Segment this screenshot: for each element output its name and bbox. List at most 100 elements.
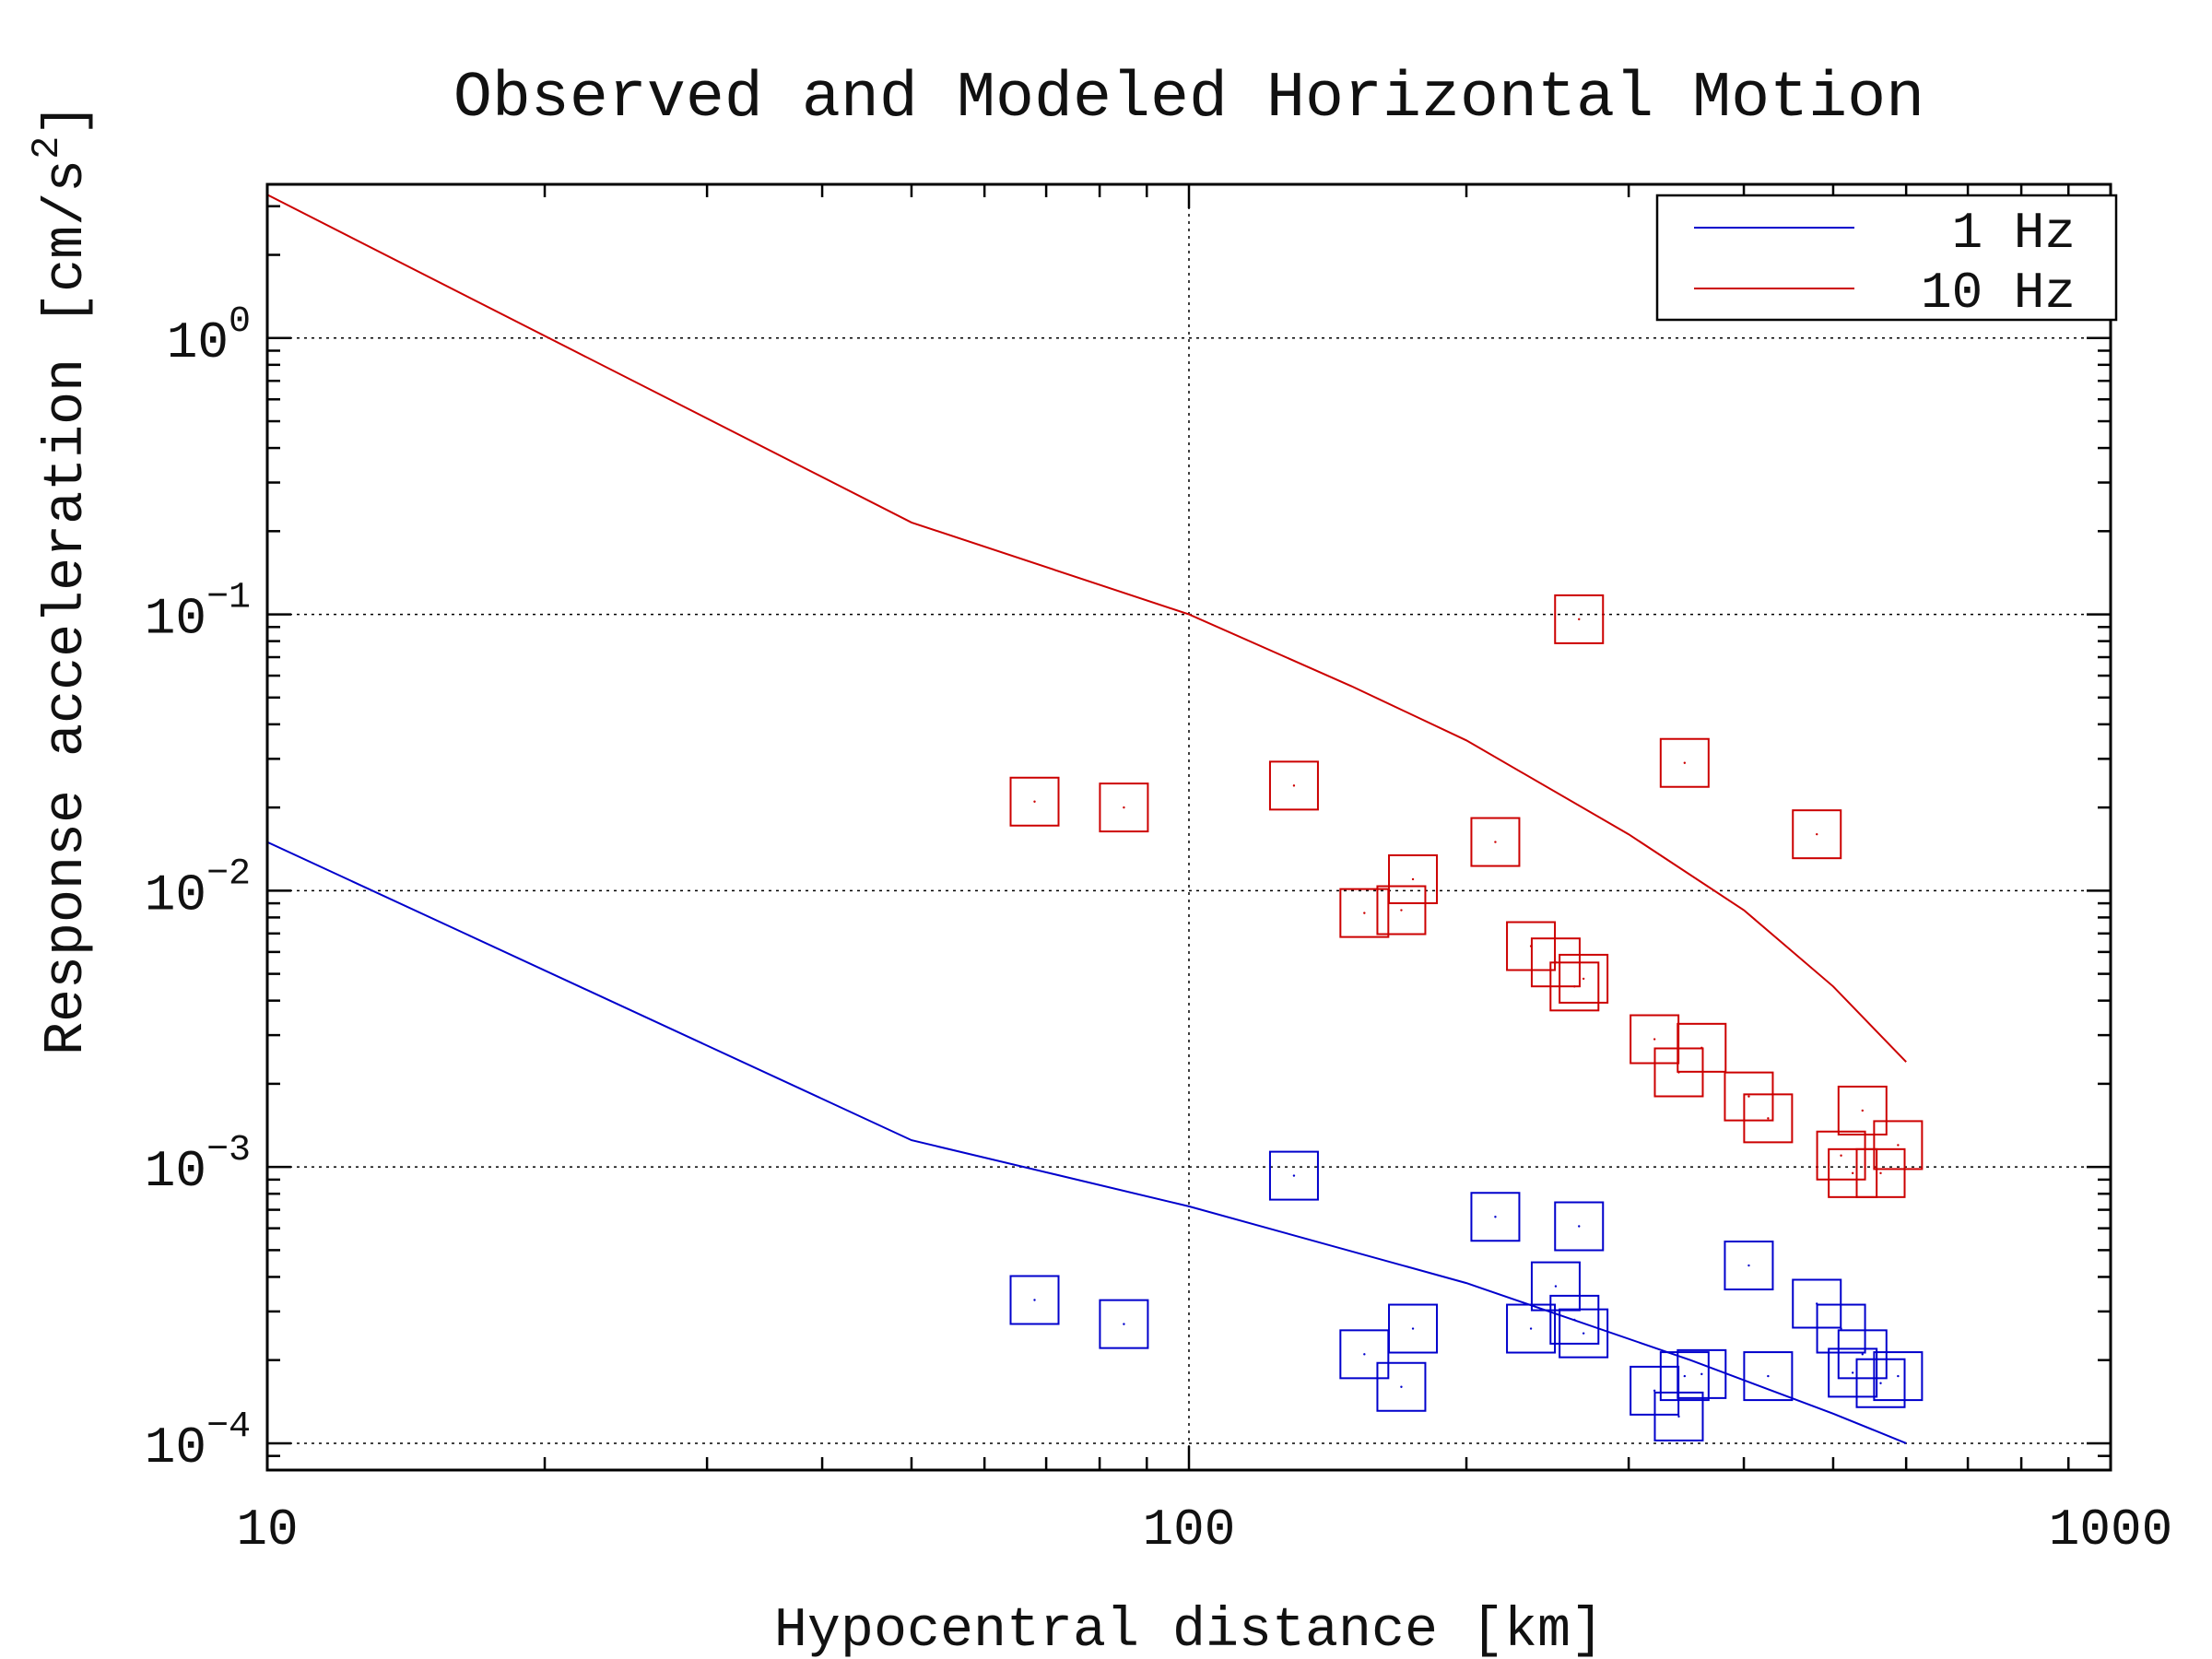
data-point-marker [1554, 594, 1605, 644]
data-point-center [1767, 1117, 1770, 1120]
data-point-center [1897, 1374, 1900, 1378]
data-point-marker [1339, 1329, 1390, 1380]
x-tick-label: 1000 [2049, 1500, 2172, 1559]
data-point-center [1767, 1374, 1770, 1378]
data-point-marker [1339, 888, 1390, 938]
data-point-marker [1743, 1093, 1794, 1144]
data-point-marker [1009, 1275, 1060, 1325]
y-axis-label-superscript: 2 [25, 136, 69, 159]
y-tick-label-exponent: 0 [229, 301, 251, 343]
data-point-marker [1099, 782, 1149, 833]
data-point-center [1683, 761, 1687, 764]
data-point-center [1582, 1332, 1585, 1335]
y-tick-label-base: 10 [145, 865, 206, 924]
y-tick-label-exponent: −2 [206, 853, 251, 895]
data-point-center [1494, 841, 1497, 843]
data-point-center [1700, 1046, 1703, 1050]
x-axis-label: Hypocentral distance [km] [774, 1600, 1604, 1659]
y-axis-label-end: ] [36, 103, 99, 136]
data-point-marker [1388, 853, 1439, 904]
y-tick-label-base: 10 [145, 1142, 206, 1201]
data-point-marker [1816, 1303, 1866, 1354]
model-line-1 [267, 194, 1907, 1063]
data-point-center [1363, 1353, 1366, 1356]
data-point-center [1816, 832, 1818, 836]
data-point-center [1554, 1285, 1558, 1288]
series-0 [267, 841, 1924, 1444]
data-point-marker [1268, 760, 1319, 811]
chart-title: Observed and Modeled Horizontal Motion [453, 63, 1924, 135]
data-point-marker [1470, 1192, 1521, 1242]
data-point-center [1573, 985, 1576, 988]
data-point-marker [1873, 1120, 1924, 1171]
data-point-marker [1724, 1071, 1774, 1122]
series-layer [267, 194, 1924, 1444]
y-tick-label-exponent: −4 [206, 1406, 251, 1448]
data-point-center [1529, 1327, 1533, 1330]
legend: 1 Hz 10 Hz [1655, 194, 2118, 323]
data-point-center [1578, 618, 1581, 621]
data-point-marker [1376, 885, 1427, 935]
data-point-marker [1549, 961, 1600, 1012]
y-tick-label: 10−4 [145, 1406, 251, 1477]
data-point-center [1582, 977, 1585, 981]
data-point-marker [1559, 1308, 1609, 1359]
legend-label-10hz: 10 Hz [1921, 264, 2076, 323]
data-point-marker [1009, 776, 1060, 827]
data-point-center [1700, 1372, 1703, 1376]
data-point-center [1677, 1415, 1680, 1418]
data-point-marker [1837, 1085, 1888, 1135]
data-point-marker [1659, 1351, 1710, 1402]
data-point-marker [1677, 1022, 1727, 1073]
data-point-center [1851, 1171, 1854, 1175]
y-tick-label-base: 10 [145, 1418, 206, 1477]
data-point-center [1840, 1154, 1842, 1157]
data-point-marker [1376, 1361, 1427, 1412]
data-point-marker [1554, 1201, 1605, 1252]
y-tick-label: 10−1 [145, 578, 251, 649]
data-point-center [1578, 1225, 1581, 1228]
data-point-center [1897, 1144, 1900, 1147]
model-line-0 [267, 841, 1907, 1444]
data-point-marker [1559, 953, 1609, 1004]
data-point-marker [1828, 1147, 1878, 1198]
data-point-center [1411, 1327, 1415, 1330]
data-point-marker [1855, 1147, 1906, 1198]
y-tick-label-exponent: −3 [206, 1130, 251, 1171]
data-point-center [1653, 1038, 1656, 1041]
data-point-center [1840, 1327, 1842, 1330]
data-point-marker [1724, 1241, 1774, 1291]
legend-label-1hz: 1 Hz [1952, 204, 2076, 263]
data-point-marker [1816, 1130, 1866, 1181]
data-point-center [1400, 909, 1403, 912]
data-point-center [1363, 912, 1366, 914]
data-point-center [1292, 784, 1296, 787]
data-point-marker [1099, 1299, 1149, 1349]
data-point-marker [1530, 1261, 1581, 1312]
series-1 [267, 194, 1924, 1198]
data-point-marker [1549, 1294, 1600, 1345]
data-point-marker [1653, 1391, 1704, 1441]
y-tick-label: 100 [167, 301, 251, 372]
data-point-center [1747, 1095, 1750, 1098]
data-point-center [1879, 1382, 1882, 1384]
data-point-marker [1837, 1329, 1888, 1380]
data-point-center [1747, 1264, 1750, 1267]
data-point-marker [1388, 1303, 1439, 1354]
data-point-marker [1659, 737, 1710, 788]
data-point-center [1033, 800, 1036, 803]
data-point-center [1861, 1353, 1864, 1356]
data-point-center [1123, 1323, 1125, 1325]
data-point-center [1400, 1385, 1403, 1388]
data-point-center [1033, 1299, 1036, 1301]
data-point-center [1879, 1171, 1882, 1175]
data-point-center [1494, 1216, 1497, 1218]
y-tick-label: 10−2 [145, 853, 251, 924]
data-point-center [1123, 806, 1125, 809]
x-tick-label: 100 [1143, 1500, 1236, 1559]
data-point-center [1861, 1109, 1864, 1112]
data-point-center [1573, 1318, 1576, 1322]
x-tick-label: 10 [236, 1500, 298, 1559]
y-tick-label-base: 10 [145, 590, 206, 649]
